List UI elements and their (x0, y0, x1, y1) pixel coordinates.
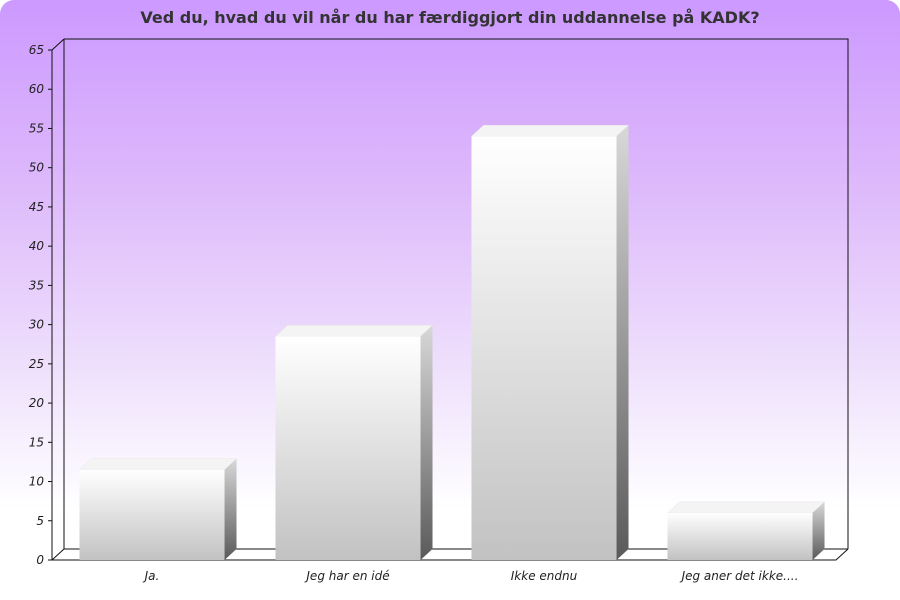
floor-left-edge (51, 548, 65, 561)
bar-front-face (275, 336, 421, 560)
bar (666, 501, 826, 560)
bar-top-face (666, 501, 826, 514)
chart-axes (48, 38, 849, 561)
bar-front-face (471, 136, 617, 561)
y-tick-label: 40 (29, 239, 45, 253)
bar-side-face (420, 325, 433, 560)
y-tick-label: 55 (29, 121, 44, 135)
y-tick-label: 5 (36, 514, 44, 528)
x-category-label: Jeg har en idé (304, 569, 389, 583)
y-tick-label: 30 (29, 318, 45, 332)
y-tick-label: 15 (29, 435, 44, 449)
y-tick-label: 50 (29, 161, 45, 175)
bar (470, 125, 630, 561)
bar-side-face (812, 501, 825, 560)
bar-top-face (470, 125, 630, 137)
y-tick-label: 60 (29, 82, 45, 96)
chart-title: Ved du, hvad du vil når du har færdiggjo… (140, 8, 760, 27)
y-tick-label: 0 (36, 553, 44, 567)
x-category-label: Ikke endnu (511, 569, 578, 583)
bar-side-face (224, 458, 237, 560)
bar-series (78, 125, 826, 561)
bar-side-face (616, 125, 629, 561)
y-tick-label: 20 (29, 396, 45, 410)
back-wall-frame (64, 38, 849, 549)
bar-top-face (274, 325, 434, 337)
y-tick-label: 65 (29, 43, 44, 57)
y-tick-label: 10 (29, 475, 45, 489)
x-category-label: Ja. (143, 569, 160, 583)
y-tick-label: 25 (29, 357, 44, 371)
bar-front-face (79, 469, 225, 560)
x-category-label: Jeg aner det ikke.... (680, 569, 799, 583)
chart-labels: 0 5 10 15 20 25 30 35 40 45 50 55 60 65 Ja. Jeg har en … (29, 43, 799, 583)
bar (274, 325, 434, 560)
y-tick-label: 35 (29, 278, 44, 292)
bar-top-face (78, 458, 238, 471)
bar (78, 458, 238, 560)
y-tick-label: 45 (29, 200, 44, 214)
y-axis-line (51, 38, 65, 560)
bar-front-face (667, 512, 813, 560)
